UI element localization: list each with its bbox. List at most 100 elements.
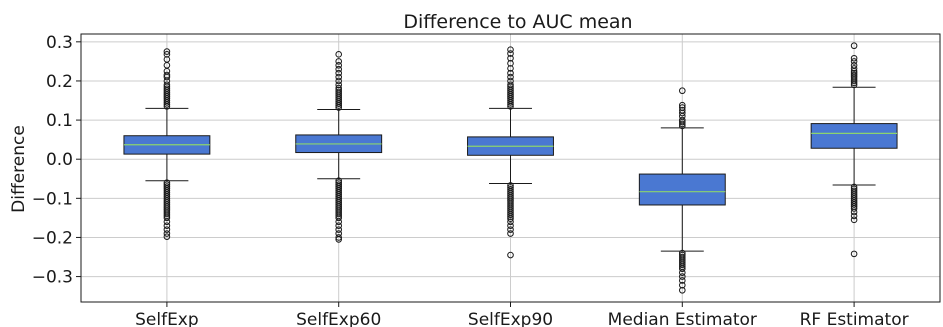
outlier-point (507, 230, 514, 237)
outlier-point (507, 46, 514, 53)
outlier-point (507, 222, 514, 230)
box-group (810, 42, 898, 258)
outlier-point (679, 261, 686, 269)
boxes (123, 42, 898, 294)
outlier-point (507, 50, 514, 57)
outlier-point (163, 222, 171, 230)
outlier-point (850, 54, 858, 62)
outlier-point (163, 56, 171, 63)
outlier-point (163, 218, 171, 226)
outlier-point (507, 215, 514, 222)
outlier-point (163, 81, 171, 89)
y-tick-label: 0.3 (46, 33, 73, 53)
outlier-point (679, 269, 686, 276)
chart-title: Difference to AUC mean (403, 11, 632, 33)
outlier-point (335, 214, 343, 222)
outlier-point (679, 281, 686, 289)
outlier-point (850, 58, 858, 65)
outlier-point (507, 73, 514, 81)
outlier-point (163, 71, 171, 79)
outlier-point (679, 273, 686, 280)
y-axis-label: Difference (9, 125, 29, 213)
outlier-point (335, 65, 343, 73)
outlier-point (335, 234, 343, 241)
x-tick-label: SelfExp60 (296, 310, 381, 327)
outlier-point (335, 86, 343, 94)
outlier-point (507, 85, 514, 93)
outlier-point (679, 87, 686, 95)
outlier-point (679, 286, 686, 294)
outlier-point (163, 48, 171, 55)
y-tick-label: 0.0 (46, 150, 73, 170)
y-tick-label: 0.2 (46, 72, 73, 92)
y-tick-label: −0.2 (32, 228, 73, 248)
outlier-point (163, 230, 171, 237)
outlier-point (335, 210, 343, 218)
outlier-point (335, 69, 343, 77)
outlier-point (335, 58, 343, 65)
x-ticks: SelfExp SelfExp60 SelfExp90 Median Estimato… (135, 302, 909, 327)
outlier-point (507, 211, 514, 219)
outlier-point (507, 226, 514, 233)
outlier-point (507, 213, 514, 221)
iqr-box (810, 123, 898, 149)
y-tick-label: −0.3 (32, 268, 73, 288)
outlier-point (679, 120, 686, 128)
outlier-point (679, 277, 686, 284)
box-group (295, 51, 383, 243)
outlier-point (679, 265, 686, 273)
outlier-point (679, 101, 686, 109)
outlier-point (507, 60, 514, 67)
y-ticks: 0.3 0.2 0.1 0.0 −0.1 −0.2 −0.3 (32, 33, 81, 288)
outlier-point (335, 84, 343, 92)
box-group (638, 87, 726, 294)
outlier-point (163, 233, 171, 240)
outlier-point (850, 71, 858, 79)
box-group (123, 48, 211, 240)
outlier-point (850, 212, 858, 220)
outlier-point (507, 81, 514, 89)
outlier-point (850, 201, 858, 208)
outlier-point (507, 54, 514, 62)
iqr-box (638, 173, 726, 206)
outlier-point (163, 226, 171, 233)
outlier-point (507, 69, 514, 77)
outlier-point (335, 77, 343, 85)
outlier-point (507, 65, 514, 72)
outlier-point (850, 250, 858, 258)
outlier-point (679, 106, 686, 114)
outlier-point (507, 77, 514, 85)
outlier-point (335, 51, 343, 58)
outlier-point (850, 208, 858, 216)
y-tick-label: 0.1 (46, 111, 73, 131)
x-tick-label: SelfExp (135, 310, 199, 327)
outlier-point (507, 218, 514, 226)
outlier-point (335, 222, 343, 230)
outlier-point (335, 61, 343, 69)
x-tick-label: SelfExp90 (468, 310, 553, 327)
outlier-point (335, 218, 343, 226)
outlier-point (163, 51, 171, 58)
outlier-point (163, 85, 171, 93)
outlier-point (679, 104, 686, 111)
outlier-point (335, 73, 343, 81)
outlier-point (335, 88, 343, 96)
x-tick-label: RF Estimator (800, 310, 909, 327)
x-tick-label: Median Estimator (608, 310, 757, 327)
outlier-point (850, 205, 858, 212)
outlier-point (163, 210, 171, 218)
outlier-point (507, 251, 514, 259)
outlier-point (850, 65, 858, 72)
outlier-point (679, 116, 686, 124)
outlier-point (335, 81, 343, 89)
y-tick-label: −0.1 (32, 189, 73, 209)
outlier-point (850, 69, 858, 77)
outlier-point (850, 61, 858, 69)
outlier-point (335, 226, 343, 233)
outlier-point (163, 214, 171, 222)
outlier-point (850, 42, 858, 50)
outlier-point (335, 236, 343, 243)
box-group (467, 46, 554, 259)
outlier-point (850, 216, 858, 224)
